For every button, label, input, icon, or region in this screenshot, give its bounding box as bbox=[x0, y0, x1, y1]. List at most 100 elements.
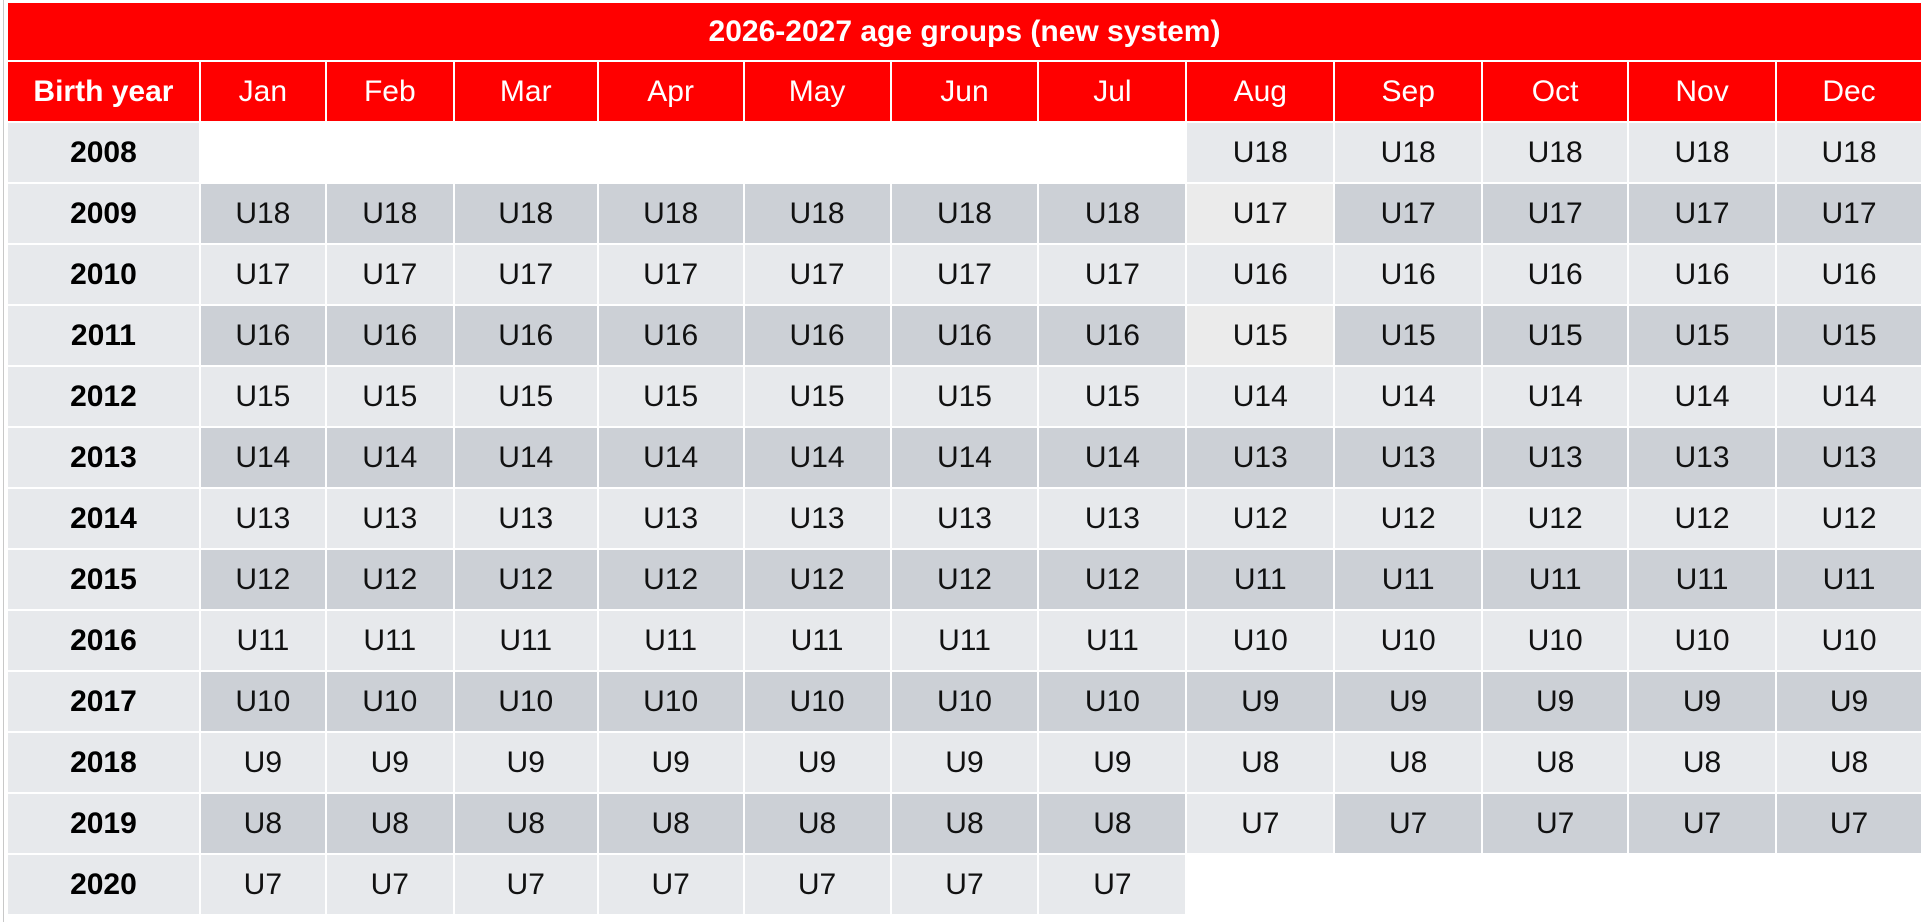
age-group-cell[interactable]: U13 bbox=[454, 489, 597, 548]
age-group-cell[interactable]: U17 bbox=[1776, 184, 1921, 243]
age-group-cell[interactable]: U12 bbox=[1483, 489, 1628, 548]
birth-year-cell[interactable]: 2017 bbox=[8, 672, 199, 731]
age-group-cell[interactable]: U9 bbox=[598, 733, 743, 792]
age-group-cell[interactable]: U18 bbox=[1039, 184, 1186, 243]
age-group-cell[interactable]: U12 bbox=[891, 550, 1038, 609]
age-group-cell[interactable]: U7 bbox=[454, 855, 597, 914]
age-group-cell[interactable]: U8 bbox=[1187, 733, 1334, 792]
age-group-cell[interactable]: U13 bbox=[1335, 428, 1482, 487]
age-group-cell[interactable]: U16 bbox=[598, 306, 743, 365]
empty-cell[interactable] bbox=[598, 123, 743, 182]
age-group-cell[interactable]: U11 bbox=[1187, 550, 1334, 609]
column-header-mar[interactable]: Mar bbox=[454, 62, 597, 121]
age-group-cell[interactable]: U16 bbox=[1483, 245, 1628, 304]
column-header-jul[interactable]: Jul bbox=[1039, 62, 1186, 121]
age-group-cell[interactable]: U12 bbox=[1039, 550, 1186, 609]
column-header-dec[interactable]: Dec bbox=[1776, 62, 1921, 121]
age-group-cell[interactable]: U13 bbox=[1776, 428, 1921, 487]
age-group-cell[interactable]: U10 bbox=[1335, 611, 1482, 670]
age-group-cell[interactable]: U7 bbox=[1335, 794, 1482, 853]
age-group-cell[interactable]: U12 bbox=[1776, 489, 1921, 548]
age-group-cell[interactable]: U11 bbox=[1039, 611, 1186, 670]
age-group-cell[interactable]: U18 bbox=[1335, 123, 1482, 182]
age-group-cell[interactable]: U16 bbox=[1039, 306, 1186, 365]
empty-cell[interactable] bbox=[1776, 855, 1921, 914]
age-group-cell[interactable]: U11 bbox=[326, 611, 453, 670]
column-header-birth-year[interactable]: Birth year bbox=[8, 62, 199, 121]
age-group-cell[interactable]: U14 bbox=[326, 428, 453, 487]
age-group-cell[interactable]: U10 bbox=[1039, 672, 1186, 731]
age-group-cell[interactable]: U18 bbox=[1776, 123, 1921, 182]
column-header-sep[interactable]: Sep bbox=[1335, 62, 1482, 121]
age-group-cell[interactable]: U10 bbox=[1629, 611, 1775, 670]
age-group-cell[interactable]: U15 bbox=[1483, 306, 1628, 365]
age-group-cell[interactable]: U10 bbox=[1776, 611, 1921, 670]
age-group-cell[interactable]: U9 bbox=[744, 733, 890, 792]
age-group-cell[interactable]: U17 bbox=[1335, 184, 1482, 243]
age-group-cell[interactable]: U14 bbox=[744, 428, 890, 487]
age-group-cell[interactable]: U9 bbox=[326, 733, 453, 792]
age-group-cell[interactable]: U13 bbox=[200, 489, 325, 548]
empty-cell[interactable] bbox=[1335, 855, 1482, 914]
age-group-cell[interactable]: U17 bbox=[1187, 184, 1334, 243]
age-group-cell[interactable]: U15 bbox=[326, 367, 453, 426]
age-group-cell[interactable]: U13 bbox=[1039, 489, 1186, 548]
age-group-cell[interactable]: U9 bbox=[891, 733, 1038, 792]
age-group-cell[interactable]: U8 bbox=[891, 794, 1038, 853]
age-group-cell[interactable]: U14 bbox=[1039, 428, 1186, 487]
birth-year-cell[interactable]: 2013 bbox=[8, 428, 199, 487]
age-group-cell[interactable]: U15 bbox=[1187, 306, 1334, 365]
age-group-cell[interactable]: U10 bbox=[200, 672, 325, 731]
empty-cell[interactable] bbox=[744, 123, 890, 182]
birth-year-cell[interactable]: 2018 bbox=[8, 733, 199, 792]
column-header-apr[interactable]: Apr bbox=[598, 62, 743, 121]
age-group-cell[interactable]: U14 bbox=[1335, 367, 1482, 426]
age-group-cell[interactable]: U14 bbox=[1483, 367, 1628, 426]
empty-cell[interactable] bbox=[1187, 855, 1334, 914]
age-group-cell[interactable]: U13 bbox=[1629, 428, 1775, 487]
age-group-cell[interactable]: U12 bbox=[598, 550, 743, 609]
age-group-cell[interactable]: U12 bbox=[200, 550, 325, 609]
age-group-cell[interactable]: U11 bbox=[891, 611, 1038, 670]
column-header-jun[interactable]: Jun bbox=[891, 62, 1038, 121]
age-group-cell[interactable]: U15 bbox=[891, 367, 1038, 426]
empty-cell[interactable] bbox=[200, 123, 325, 182]
age-group-cell[interactable]: U15 bbox=[454, 367, 597, 426]
age-group-cell[interactable]: U13 bbox=[1187, 428, 1334, 487]
age-group-cell[interactable]: U13 bbox=[598, 489, 743, 548]
age-group-cell[interactable]: U8 bbox=[1776, 733, 1921, 792]
age-group-cell[interactable]: U9 bbox=[454, 733, 597, 792]
empty-cell[interactable] bbox=[326, 123, 453, 182]
column-header-oct[interactable]: Oct bbox=[1483, 62, 1628, 121]
age-group-cell[interactable]: U7 bbox=[598, 855, 743, 914]
age-group-cell[interactable]: U11 bbox=[200, 611, 325, 670]
age-group-cell[interactable]: U8 bbox=[744, 794, 890, 853]
age-group-cell[interactable]: U7 bbox=[891, 855, 1038, 914]
age-group-cell[interactable]: U10 bbox=[454, 672, 597, 731]
age-group-cell[interactable]: U13 bbox=[891, 489, 1038, 548]
age-group-cell[interactable]: U14 bbox=[1776, 367, 1921, 426]
age-group-cell[interactable]: U15 bbox=[200, 367, 325, 426]
birth-year-cell[interactable]: 2016 bbox=[8, 611, 199, 670]
age-group-cell[interactable]: U18 bbox=[1187, 123, 1334, 182]
age-group-cell[interactable]: U15 bbox=[1776, 306, 1921, 365]
age-group-cell[interactable]: U18 bbox=[1483, 123, 1628, 182]
age-group-cell[interactable]: U10 bbox=[326, 672, 453, 731]
column-header-aug[interactable]: Aug bbox=[1187, 62, 1334, 121]
age-group-cell[interactable]: U13 bbox=[1483, 428, 1628, 487]
empty-cell[interactable] bbox=[1629, 855, 1775, 914]
age-group-cell[interactable]: U12 bbox=[744, 550, 890, 609]
age-group-cell[interactable]: U15 bbox=[1039, 367, 1186, 426]
age-group-cell[interactable]: U17 bbox=[326, 245, 453, 304]
age-group-cell[interactable]: U8 bbox=[1483, 733, 1628, 792]
birth-year-cell[interactable]: 2019 bbox=[8, 794, 199, 853]
age-group-cell[interactable]: U17 bbox=[1483, 184, 1628, 243]
age-group-cell[interactable]: U12 bbox=[1629, 489, 1775, 548]
birth-year-cell[interactable]: 2012 bbox=[8, 367, 199, 426]
age-group-cell[interactable]: U10 bbox=[891, 672, 1038, 731]
age-group-cell[interactable]: U18 bbox=[598, 184, 743, 243]
age-group-cell[interactable]: U17 bbox=[1629, 184, 1775, 243]
age-group-cell[interactable]: U12 bbox=[326, 550, 453, 609]
age-group-cell[interactable]: U9 bbox=[1483, 672, 1628, 731]
age-group-cell[interactable]: U14 bbox=[454, 428, 597, 487]
